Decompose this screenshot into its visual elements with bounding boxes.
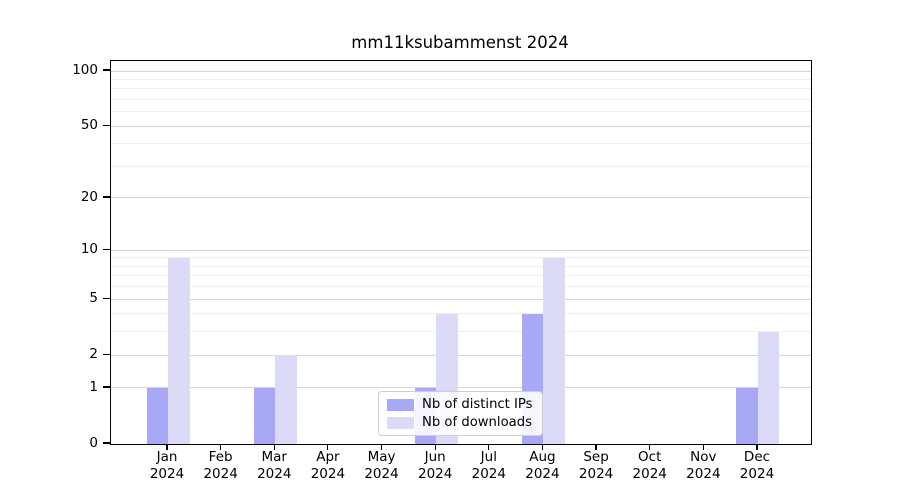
bar-downloads bbox=[543, 257, 565, 444]
plot-area bbox=[110, 60, 812, 445]
y-tick-label: 0 bbox=[89, 435, 98, 451]
x-tick-label: May 2024 bbox=[364, 449, 399, 482]
x-tick-mark bbox=[380, 444, 383, 450]
x-tick-label: Jan 2024 bbox=[149, 449, 185, 482]
major-gridline bbox=[111, 125, 811, 127]
x-tick-label: Dec 2024 bbox=[739, 449, 775, 482]
major-gridline bbox=[111, 298, 811, 300]
x-tick-mark bbox=[488, 444, 490, 450]
x-tick-label: Mar 2024 bbox=[257, 449, 292, 482]
x-tick-mark bbox=[434, 444, 436, 450]
minor-gridline bbox=[111, 257, 811, 259]
minor-gridline bbox=[111, 286, 811, 288]
minor-gridline bbox=[111, 78, 811, 80]
bar-distinct-ips bbox=[253, 387, 276, 444]
x-tick-label: Feb 2024 bbox=[203, 449, 238, 482]
major-gridline bbox=[111, 387, 811, 389]
y-tick-mark bbox=[103, 353, 110, 355]
legend-label-distinct-ips: Nb of distinct IPs bbox=[422, 397, 533, 412]
x-tick-label: Jun 2024 bbox=[417, 449, 453, 482]
minor-gridline bbox=[111, 265, 811, 267]
y-tick-mark bbox=[103, 386, 110, 388]
legend-swatch-distinct-ips bbox=[387, 398, 414, 411]
minor-gridline bbox=[111, 111, 811, 113]
y-tick-label: 2 bbox=[89, 346, 98, 363]
chart-title: mm11ksubammenst 2024 bbox=[351, 33, 569, 52]
major-gridline bbox=[111, 197, 811, 199]
y-tick-mark bbox=[103, 248, 110, 250]
bar-distinct-ips bbox=[736, 387, 758, 444]
bar-downloads bbox=[757, 331, 780, 444]
legend-item-downloads: Nb of downloads bbox=[387, 415, 534, 430]
legend: Nb of distinct IPs Nb of downloads bbox=[378, 391, 543, 436]
x-tick-label: Aug 2024 bbox=[525, 449, 560, 482]
legend-swatch-downloads bbox=[387, 416, 414, 429]
bar-downloads bbox=[275, 355, 297, 444]
minor-gridline bbox=[111, 275, 811, 277]
bar-downloads bbox=[168, 257, 190, 444]
minor-gridline bbox=[111, 313, 811, 315]
y-tick-mark bbox=[103, 69, 110, 71]
x-tick-mark bbox=[273, 444, 275, 450]
major-gridline bbox=[111, 249, 811, 251]
minor-gridline bbox=[111, 98, 811, 100]
y-tick-label: 20 bbox=[80, 188, 98, 205]
y-tick-mark bbox=[103, 297, 110, 299]
minor-gridline bbox=[111, 331, 811, 333]
x-tick-label: Oct 2024 bbox=[632, 449, 667, 482]
x-tick-mark bbox=[702, 444, 704, 450]
minor-gridline bbox=[111, 143, 811, 145]
x-tick-mark bbox=[595, 444, 597, 450]
y-tick-label: 5 bbox=[89, 290, 98, 307]
legend-item-distinct-ips: Nb of distinct IPs bbox=[387, 397, 534, 412]
x-tick-label: Sep 2024 bbox=[578, 449, 614, 482]
x-tick-mark bbox=[649, 444, 651, 450]
x-tick-label: Jul 2024 bbox=[471, 449, 506, 482]
major-gridline bbox=[111, 70, 811, 72]
x-tick-label: Apr 2024 bbox=[310, 449, 346, 482]
y-tick-mark bbox=[103, 196, 110, 198]
x-tick-mark bbox=[220, 444, 222, 450]
x-tick-mark bbox=[756, 444, 758, 450]
y-tick-label: 50 bbox=[80, 117, 98, 134]
minor-gridline bbox=[111, 165, 811, 167]
legend-label-downloads: Nb of downloads bbox=[422, 415, 532, 430]
x-tick-mark bbox=[166, 444, 168, 450]
major-gridline bbox=[111, 354, 811, 356]
y-tick-label: 1 bbox=[89, 378, 98, 395]
y-tick-mark bbox=[103, 124, 110, 126]
x-tick-mark bbox=[541, 444, 544, 450]
x-tick-label: Nov 2024 bbox=[686, 449, 721, 482]
y-tick-mark bbox=[103, 442, 110, 444]
bar-distinct-ips bbox=[146, 387, 168, 444]
x-tick-mark bbox=[327, 444, 329, 450]
y-tick-label: 100 bbox=[72, 62, 98, 78]
minor-gridline bbox=[111, 88, 811, 90]
y-tick-label: 10 bbox=[80, 241, 98, 258]
